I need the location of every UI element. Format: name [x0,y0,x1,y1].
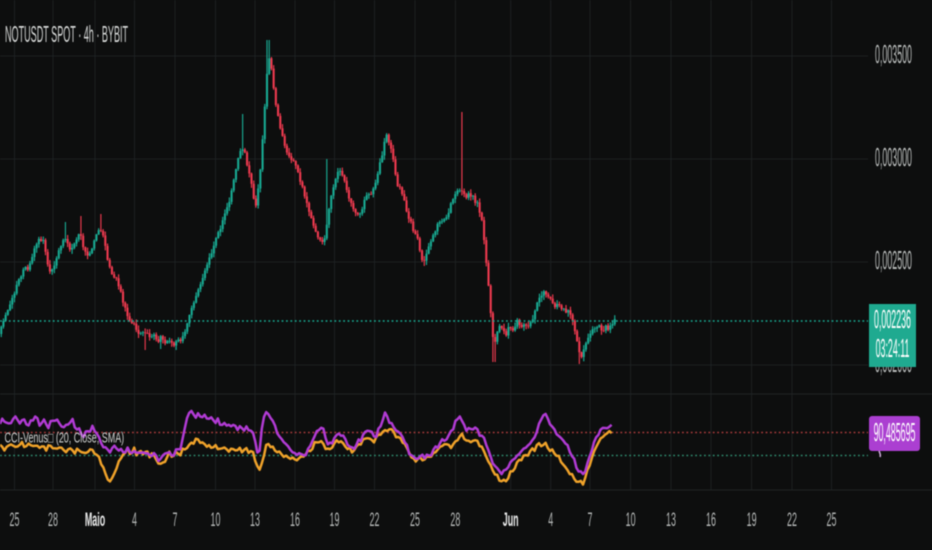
svg-text:19: 19 [330,511,340,531]
svg-text:10: 10 [211,511,221,531]
svg-text:19: 19 [747,511,757,531]
svg-text:22: 22 [370,511,380,531]
svg-text:0,002236: 0,002236 [874,305,911,334]
svg-text:0,002500: 0,002500 [875,246,912,275]
svg-text:0,003500: 0,003500 [875,40,912,69]
svg-text:0,003000: 0,003000 [875,143,912,172]
svg-text:Maio: Maio [85,511,105,531]
svg-text:Jun: Jun [503,511,519,531]
svg-text:NOTUSDT SPOT · 4h · BYBIT: NOTUSDT SPOT · 4h · BYBIT [5,21,128,47]
svg-text:7: 7 [173,511,178,531]
svg-text:28: 28 [450,511,460,531]
svg-text:25: 25 [410,511,420,531]
svg-text:16: 16 [290,511,300,531]
svg-text:90,485695: 90,485695 [874,418,916,447]
svg-text:7: 7 [588,511,593,531]
svg-text:25: 25 [10,511,20,531]
svg-text:16: 16 [706,511,716,531]
svg-text:25: 25 [827,511,837,531]
svg-text:4: 4 [132,511,137,531]
svg-text:13: 13 [250,511,260,531]
svg-text:03:24:11: 03:24:11 [876,334,910,363]
svg-text:28: 28 [48,511,58,531]
svg-text:22: 22 [787,511,797,531]
svg-text:10: 10 [626,511,636,531]
svg-text:CCI-Venus□ (20, Close, SMA): CCI-Venus□ (20, Close, SMA) [5,429,125,446]
svg-text:4: 4 [548,511,553,531]
svg-text:13: 13 [666,511,676,531]
